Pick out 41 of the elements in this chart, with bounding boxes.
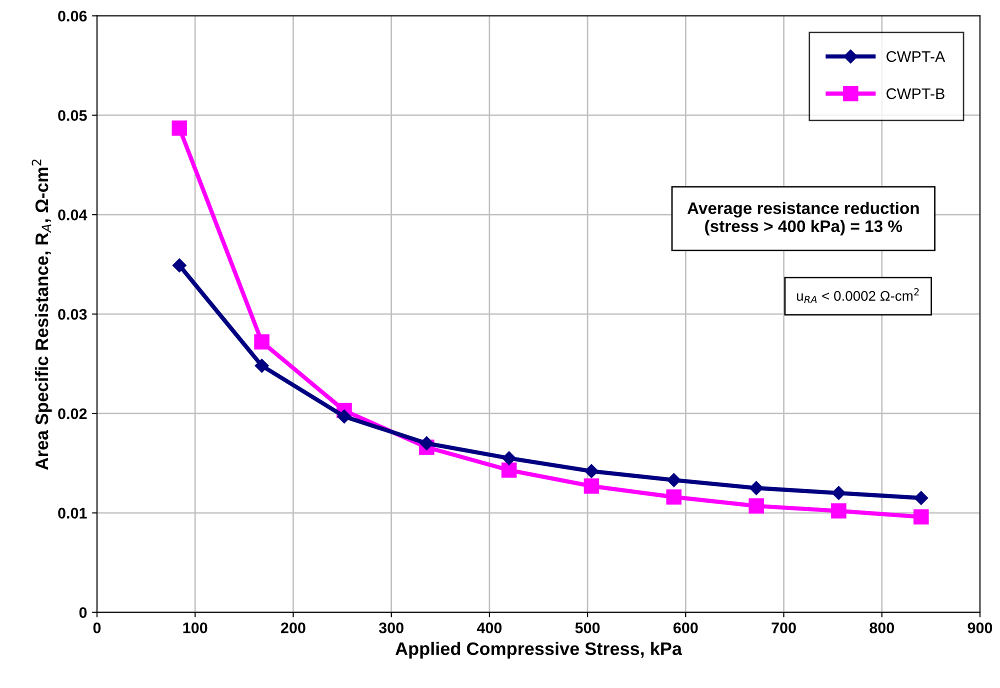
y-tick-label: 0.04 [58,210,88,220]
point [337,409,352,424]
point [420,436,434,450]
x-tick-label: 800 [870,622,894,634]
y-tick-label: 0.05 [58,110,87,121]
point [748,498,764,514]
y-tick-label: 0.02 [58,408,87,420]
legend-label: CWPT-A [886,51,946,62]
point [172,120,188,136]
x-tick-label: 300 [378,622,404,634]
x-tick-label: 200 [281,622,306,634]
y-axis-title: Area Specific Resistance, R$_{A}$, Ω-cm$^{2}$ [32,160,52,470]
x-tick-label: 100 [183,622,208,634]
point [172,258,186,272]
point [914,491,928,505]
x-tick-label: 500 [575,622,600,634]
point [501,462,517,478]
point [254,358,269,373]
x-tick-label: 400 [476,622,502,634]
point [254,334,270,350]
legend-label: CWPT-B [886,88,944,100]
x-axis-title: Applied Compressive Stress, kPa [395,642,682,659]
y-tick-label: 0.06 [58,10,87,22]
y-tick-label: 0.03 [58,308,87,320]
point [666,473,681,488]
x-tick-label: 700 [772,622,796,634]
point [832,486,846,500]
point [666,489,682,505]
y-tick-label: 0.01 [58,508,87,519]
annotation: Average resistance reduction (stress > 400 kPa) = 13 % [687,202,919,236]
x-tick-label: 0 [93,622,101,634]
annotation: u$_{RA}$ < 0.0002 Ω-cm$^{2}$ [796,288,919,303]
point [749,481,764,496]
x-tick-label: 900 [968,622,992,634]
y-tick-label: 0 [79,607,87,618]
point [913,509,929,525]
point [831,503,846,519]
x-tick-label: 600 [673,622,698,634]
point [502,451,516,466]
point [584,478,600,494]
point [584,464,598,478]
